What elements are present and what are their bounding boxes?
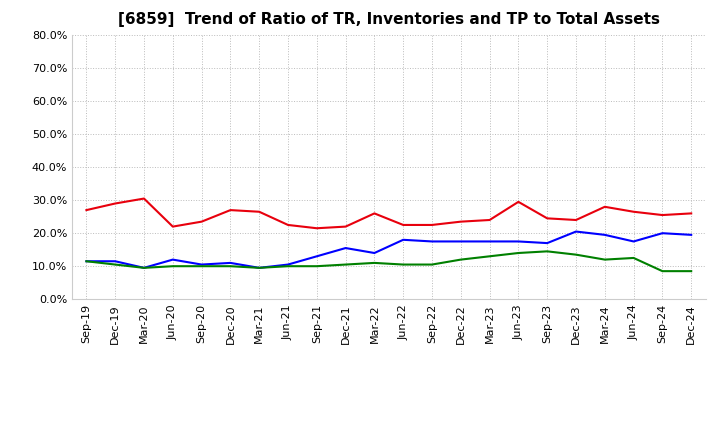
- Trade Payables: [284, 264, 292, 269]
- Inventories: [572, 229, 580, 234]
- Line: Inventories: Inventories: [86, 231, 691, 268]
- Line: Trade Receivables: Trade Receivables: [86, 198, 691, 228]
- Inventories: [197, 262, 206, 267]
- Trade Receivables: [370, 211, 379, 216]
- Inventories: [456, 239, 465, 244]
- Inventories: [687, 232, 696, 238]
- Trade Payables: [399, 262, 408, 267]
- Trade Payables: [82, 259, 91, 264]
- Trade Payables: [140, 265, 148, 271]
- Trade Payables: [226, 264, 235, 269]
- Inventories: [485, 239, 494, 244]
- Trade Receivables: [629, 209, 638, 214]
- Trade Payables: [600, 257, 609, 262]
- Trade Payables: [514, 250, 523, 256]
- Trade Payables: [168, 264, 177, 269]
- Trade Receivables: [428, 222, 436, 227]
- Trade Payables: [111, 262, 120, 267]
- Inventories: [111, 259, 120, 264]
- Trade Receivables: [82, 207, 91, 213]
- Trade Payables: [341, 262, 350, 267]
- Trade Receivables: [485, 217, 494, 223]
- Inventories: [658, 231, 667, 236]
- Trade Payables: [312, 264, 321, 269]
- Inventories: [543, 240, 552, 246]
- Inventories: [82, 259, 91, 264]
- Inventories: [629, 239, 638, 244]
- Title: [6859]  Trend of Ratio of TR, Inventories and TP to Total Assets: [6859] Trend of Ratio of TR, Inventories…: [118, 12, 660, 27]
- Line: Trade Payables: Trade Payables: [86, 251, 691, 271]
- Trade Receivables: [658, 213, 667, 218]
- Inventories: [140, 265, 148, 271]
- Inventories: [514, 239, 523, 244]
- Trade Payables: [543, 249, 552, 254]
- Trade Receivables: [687, 211, 696, 216]
- Inventories: [428, 239, 436, 244]
- Trade Receivables: [312, 226, 321, 231]
- Inventories: [341, 246, 350, 251]
- Trade Receivables: [600, 204, 609, 209]
- Trade Payables: [687, 268, 696, 274]
- Trade Payables: [485, 253, 494, 259]
- Inventories: [284, 262, 292, 267]
- Inventories: [600, 232, 609, 238]
- Inventories: [255, 265, 264, 271]
- Trade Receivables: [456, 219, 465, 224]
- Inventories: [168, 257, 177, 262]
- Trade Payables: [572, 252, 580, 257]
- Trade Payables: [197, 264, 206, 269]
- Trade Receivables: [140, 196, 148, 201]
- Trade Payables: [456, 257, 465, 262]
- Trade Receivables: [255, 209, 264, 214]
- Trade Receivables: [399, 222, 408, 227]
- Trade Receivables: [572, 217, 580, 223]
- Trade Receivables: [341, 224, 350, 229]
- Trade Receivables: [514, 199, 523, 205]
- Trade Receivables: [284, 222, 292, 227]
- Trade Receivables: [197, 219, 206, 224]
- Trade Receivables: [226, 207, 235, 213]
- Inventories: [370, 250, 379, 256]
- Trade Payables: [629, 255, 638, 260]
- Trade Payables: [370, 260, 379, 266]
- Inventories: [312, 253, 321, 259]
- Trade Receivables: [543, 216, 552, 221]
- Inventories: [226, 260, 235, 266]
- Trade Receivables: [111, 201, 120, 206]
- Trade Payables: [658, 268, 667, 274]
- Inventories: [399, 237, 408, 242]
- Trade Payables: [255, 265, 264, 271]
- Trade Receivables: [168, 224, 177, 229]
- Trade Payables: [428, 262, 436, 267]
